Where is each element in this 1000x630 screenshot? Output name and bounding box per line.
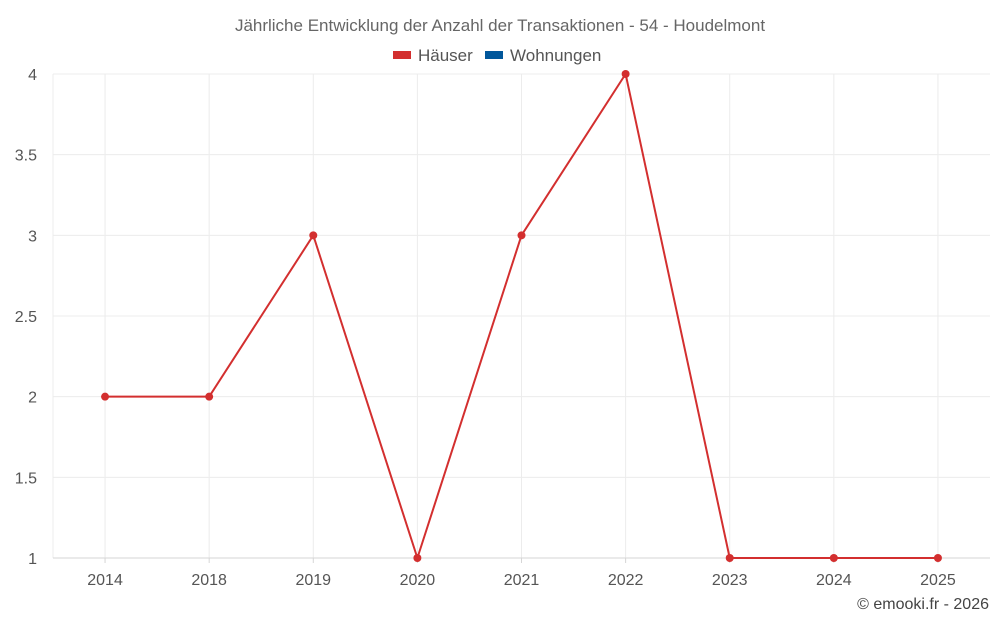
data-point[interactable] <box>413 554 422 562</box>
x-tick-label: 2014 <box>87 572 123 589</box>
y-tick-label: 3 <box>28 228 37 245</box>
y-tick-label: 3.5 <box>15 148 37 165</box>
data-point[interactable] <box>725 554 734 562</box>
x-tick-label: 2020 <box>400 572 436 589</box>
y-tick-label: 2.5 <box>15 309 37 326</box>
y-tick-label: 1.5 <box>15 470 37 487</box>
x-tick-label: 2024 <box>816 572 852 589</box>
legend-label-wohnungen: Wohnungen <box>510 46 601 65</box>
data-point[interactable] <box>309 231 318 240</box>
x-tick-label: 2023 <box>712 572 748 589</box>
x-tick-label: 2022 <box>608 572 644 589</box>
x-axis: 2014 2018 2019 2020 2021 2022 2023 2024 2025 <box>87 558 956 589</box>
data-point[interactable] <box>517 231 526 240</box>
data-point[interactable] <box>933 554 942 562</box>
y-tick-label: 2 <box>28 390 37 407</box>
credit-text: © emooki.fr - 2026 <box>857 596 989 613</box>
data-point[interactable] <box>205 392 214 401</box>
x-tick-label: 2021 <box>504 572 540 589</box>
y-axis: 1 1.5 2 2.5 3 3.5 4 <box>15 67 37 568</box>
grid <box>52 73 990 559</box>
data-point[interactable] <box>829 554 838 562</box>
legend-swatch-wohnungen <box>485 51 503 59</box>
x-tick-label: 2025 <box>920 572 956 589</box>
legend-label-haeuser: Häuser <box>418 46 473 65</box>
legend: Häuser Wohnungen <box>393 46 601 65</box>
y-tick-label: 1 <box>28 551 37 568</box>
legend-swatch-haeuser <box>393 51 411 59</box>
legend-item-haeuser[interactable]: Häuser <box>393 46 473 65</box>
data-point[interactable] <box>101 392 110 401</box>
y-tick-label: 4 <box>28 67 37 84</box>
series-haeuser <box>101 70 942 562</box>
data-point[interactable] <box>621 70 630 78</box>
x-tick-label: 2019 <box>295 572 331 589</box>
legend-item-wohnungen[interactable]: Wohnungen <box>485 46 601 65</box>
x-tick-label: 2018 <box>191 572 227 589</box>
chart-title: Jährliche Entwicklung der Anzahl der Tra… <box>235 16 765 35</box>
